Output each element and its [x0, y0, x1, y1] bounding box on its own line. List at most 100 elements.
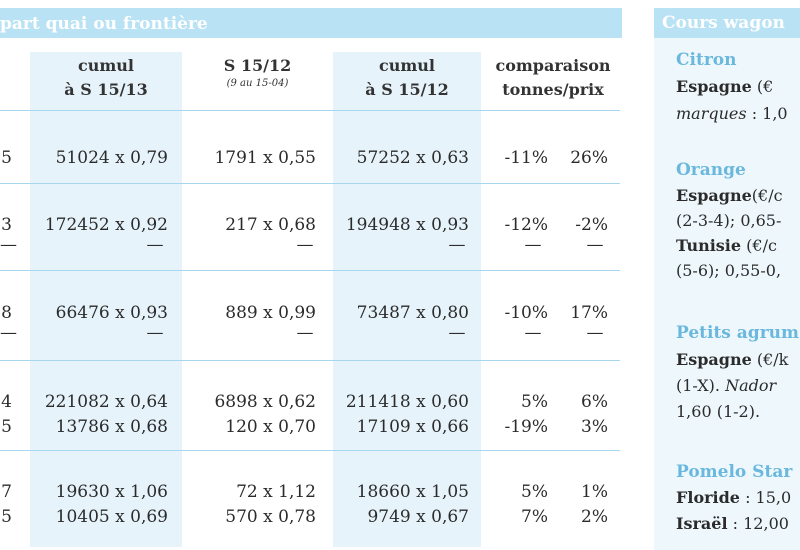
price-text: : 15,0: [745, 488, 792, 507]
cell-week: 1791 x 0,55: [214, 148, 316, 168]
orange-line-2: (2-3-4); 0,65-: [676, 211, 782, 230]
price-text: : 12,00: [732, 514, 789, 533]
cell-price-change: 6%: [581, 392, 608, 412]
cell-tonnes-change: 5%: [521, 392, 548, 412]
column-header-week: S 15/12 (9 au 15-04): [182, 54, 333, 90]
cell-cumul-12: 73487 x 0,80: [356, 303, 469, 323]
cell-cumul-12: 211418 x 0,60: [345, 392, 469, 412]
cell-week: 889 x 0,99: [225, 303, 316, 323]
dash-placeholder: —: [146, 323, 164, 343]
cell-cumul-13: 221082 x 0,64: [44, 392, 168, 412]
dash-placeholder: —: [146, 235, 164, 255]
section-heading-petits-agrumes: Petits agrum: [676, 323, 800, 343]
label-italic: marques: [676, 104, 747, 123]
petits-line-1: Espagne (€/k: [676, 350, 788, 370]
pomelo-line-2: Israël : 12,00: [676, 514, 789, 534]
dash-placeholder: —: [586, 235, 604, 255]
cell-price-change: 2%: [581, 507, 608, 527]
section-heading-citron: Citron: [676, 50, 737, 70]
cell-price-change: 17%: [570, 303, 608, 323]
dash-placeholder: —: [296, 323, 314, 343]
dash-placeholder: —: [524, 323, 542, 343]
price-text: (€/c: [751, 186, 783, 205]
petits-line-2: (1-X). Nador: [676, 376, 776, 396]
dash-placeholder: —: [296, 235, 314, 255]
price-table: cumul à S 15/13 S 15/12 (9 au 15-04) cum…: [0, 40, 622, 547]
cell-price-change: 26%: [570, 148, 608, 168]
pomelo-line-1: Floride : 15,0: [676, 488, 791, 508]
cell-week: 72 x 1,12: [236, 482, 316, 502]
dash-placeholder: —: [524, 235, 542, 255]
row-divider: [0, 360, 620, 361]
cell-tonnes-change: 7%: [521, 507, 548, 527]
cell-tonnes-change: 5%: [521, 482, 548, 502]
orange-line-4: (5-6); 0,55-0,: [676, 261, 782, 280]
dash-placeholder: —: [586, 323, 604, 343]
label-italic: Nador: [725, 376, 777, 395]
cell-cumul-12: 18660 x 1,05: [356, 482, 469, 502]
table-title-bar: part quai ou frontière: [0, 8, 622, 38]
cell-cumul-13: 172452 x 0,92: [44, 215, 168, 235]
citron-line-2: marques : 1,0: [676, 104, 788, 124]
column-header-cumul-12: cumul à S 15/12: [333, 54, 481, 102]
country-label: Floride: [676, 488, 740, 507]
orange-line-3: Tunisie (€/c: [676, 236, 777, 256]
price-text: : 1,0: [751, 104, 788, 123]
wagon-prices-panel: Cours wagon Citron Espagne (€ marques : …: [654, 8, 800, 550]
cell-cumul-12: 57252 x 0,63: [356, 148, 469, 168]
column-header-label2: à S 15/13: [64, 80, 148, 99]
cell-week: 570 x 0,78: [225, 507, 316, 527]
citron-line-1: Espagne (€: [676, 77, 773, 97]
column-header-label: S 15/12: [223, 56, 292, 75]
cell-week: 6898 x 0,62: [214, 392, 316, 412]
cell-price-change: 3%: [581, 417, 608, 437]
section-heading-pomelo: Pomelo Star: [676, 462, 793, 482]
petits-line-3: 1,60 (1-2).: [676, 402, 761, 421]
row-fragment: 4: [1, 392, 12, 412]
cell-price-change: -2%: [575, 215, 608, 235]
row-fragment: 3: [1, 215, 12, 235]
row-fragment: 5: [1, 417, 12, 437]
cell-week: 120 x 0,70: [225, 417, 316, 437]
orange-line-1: Espagne(€/c: [676, 186, 783, 206]
shaded-column-cumul-12: [333, 52, 481, 547]
price-text: (€: [756, 77, 774, 96]
row-divider: [0, 110, 620, 111]
column-header-sub: (9 au 15-04): [226, 78, 289, 89]
panel-title-bar: Cours wagon: [654, 8, 800, 38]
cell-cumul-13: 19630 x 1,06: [55, 482, 168, 502]
row-divider: [0, 270, 620, 271]
cell-tonnes-change: -12%: [504, 215, 548, 235]
dash-placeholder: —: [448, 235, 466, 255]
panel-title: Cours wagon: [662, 13, 785, 33]
cell-price-change: 1%: [581, 482, 608, 502]
cell-cumul-13: 10405 x 0,69: [55, 507, 168, 527]
country-label: Espagne: [676, 77, 752, 96]
price-text: (1-X).: [676, 376, 720, 395]
column-header-cumul-13: cumul à S 15/13: [30, 54, 182, 102]
row-divider: [0, 183, 620, 184]
column-header-label: comparaison: [495, 56, 611, 75]
country-label: Espagne: [676, 350, 752, 369]
section-heading-orange: Orange: [676, 160, 746, 180]
row-divider: [0, 450, 620, 451]
dash-placeholder: —: [0, 323, 17, 343]
cell-cumul-13: 13786 x 0,68: [55, 417, 168, 437]
country-label: Israël: [676, 514, 728, 533]
cell-cumul-13: 66476 x 0,93: [55, 303, 168, 323]
column-header-label: cumul: [378, 56, 435, 75]
country-label: Espagne: [676, 186, 752, 205]
table-title: part quai ou frontière: [0, 14, 208, 34]
column-header-comparison: comparaison tonnes/prix: [486, 54, 620, 102]
column-header-label2: tonnes/prix: [502, 80, 604, 99]
row-fragment: 5: [1, 148, 12, 168]
cell-cumul-12: 17109 x 0,66: [356, 417, 469, 437]
cell-cumul-12: 194948 x 0,93: [345, 215, 469, 235]
country-label: Tunisie: [676, 236, 742, 255]
price-text: (€/k: [756, 350, 789, 369]
shaded-column-cumul-13: [30, 52, 182, 547]
cell-cumul-12: 9749 x 0,67: [367, 507, 469, 527]
cell-tonnes-change: -19%: [504, 417, 548, 437]
cell-week: 217 x 0,68: [225, 215, 316, 235]
column-header-label2: à S 15/12: [365, 80, 449, 99]
